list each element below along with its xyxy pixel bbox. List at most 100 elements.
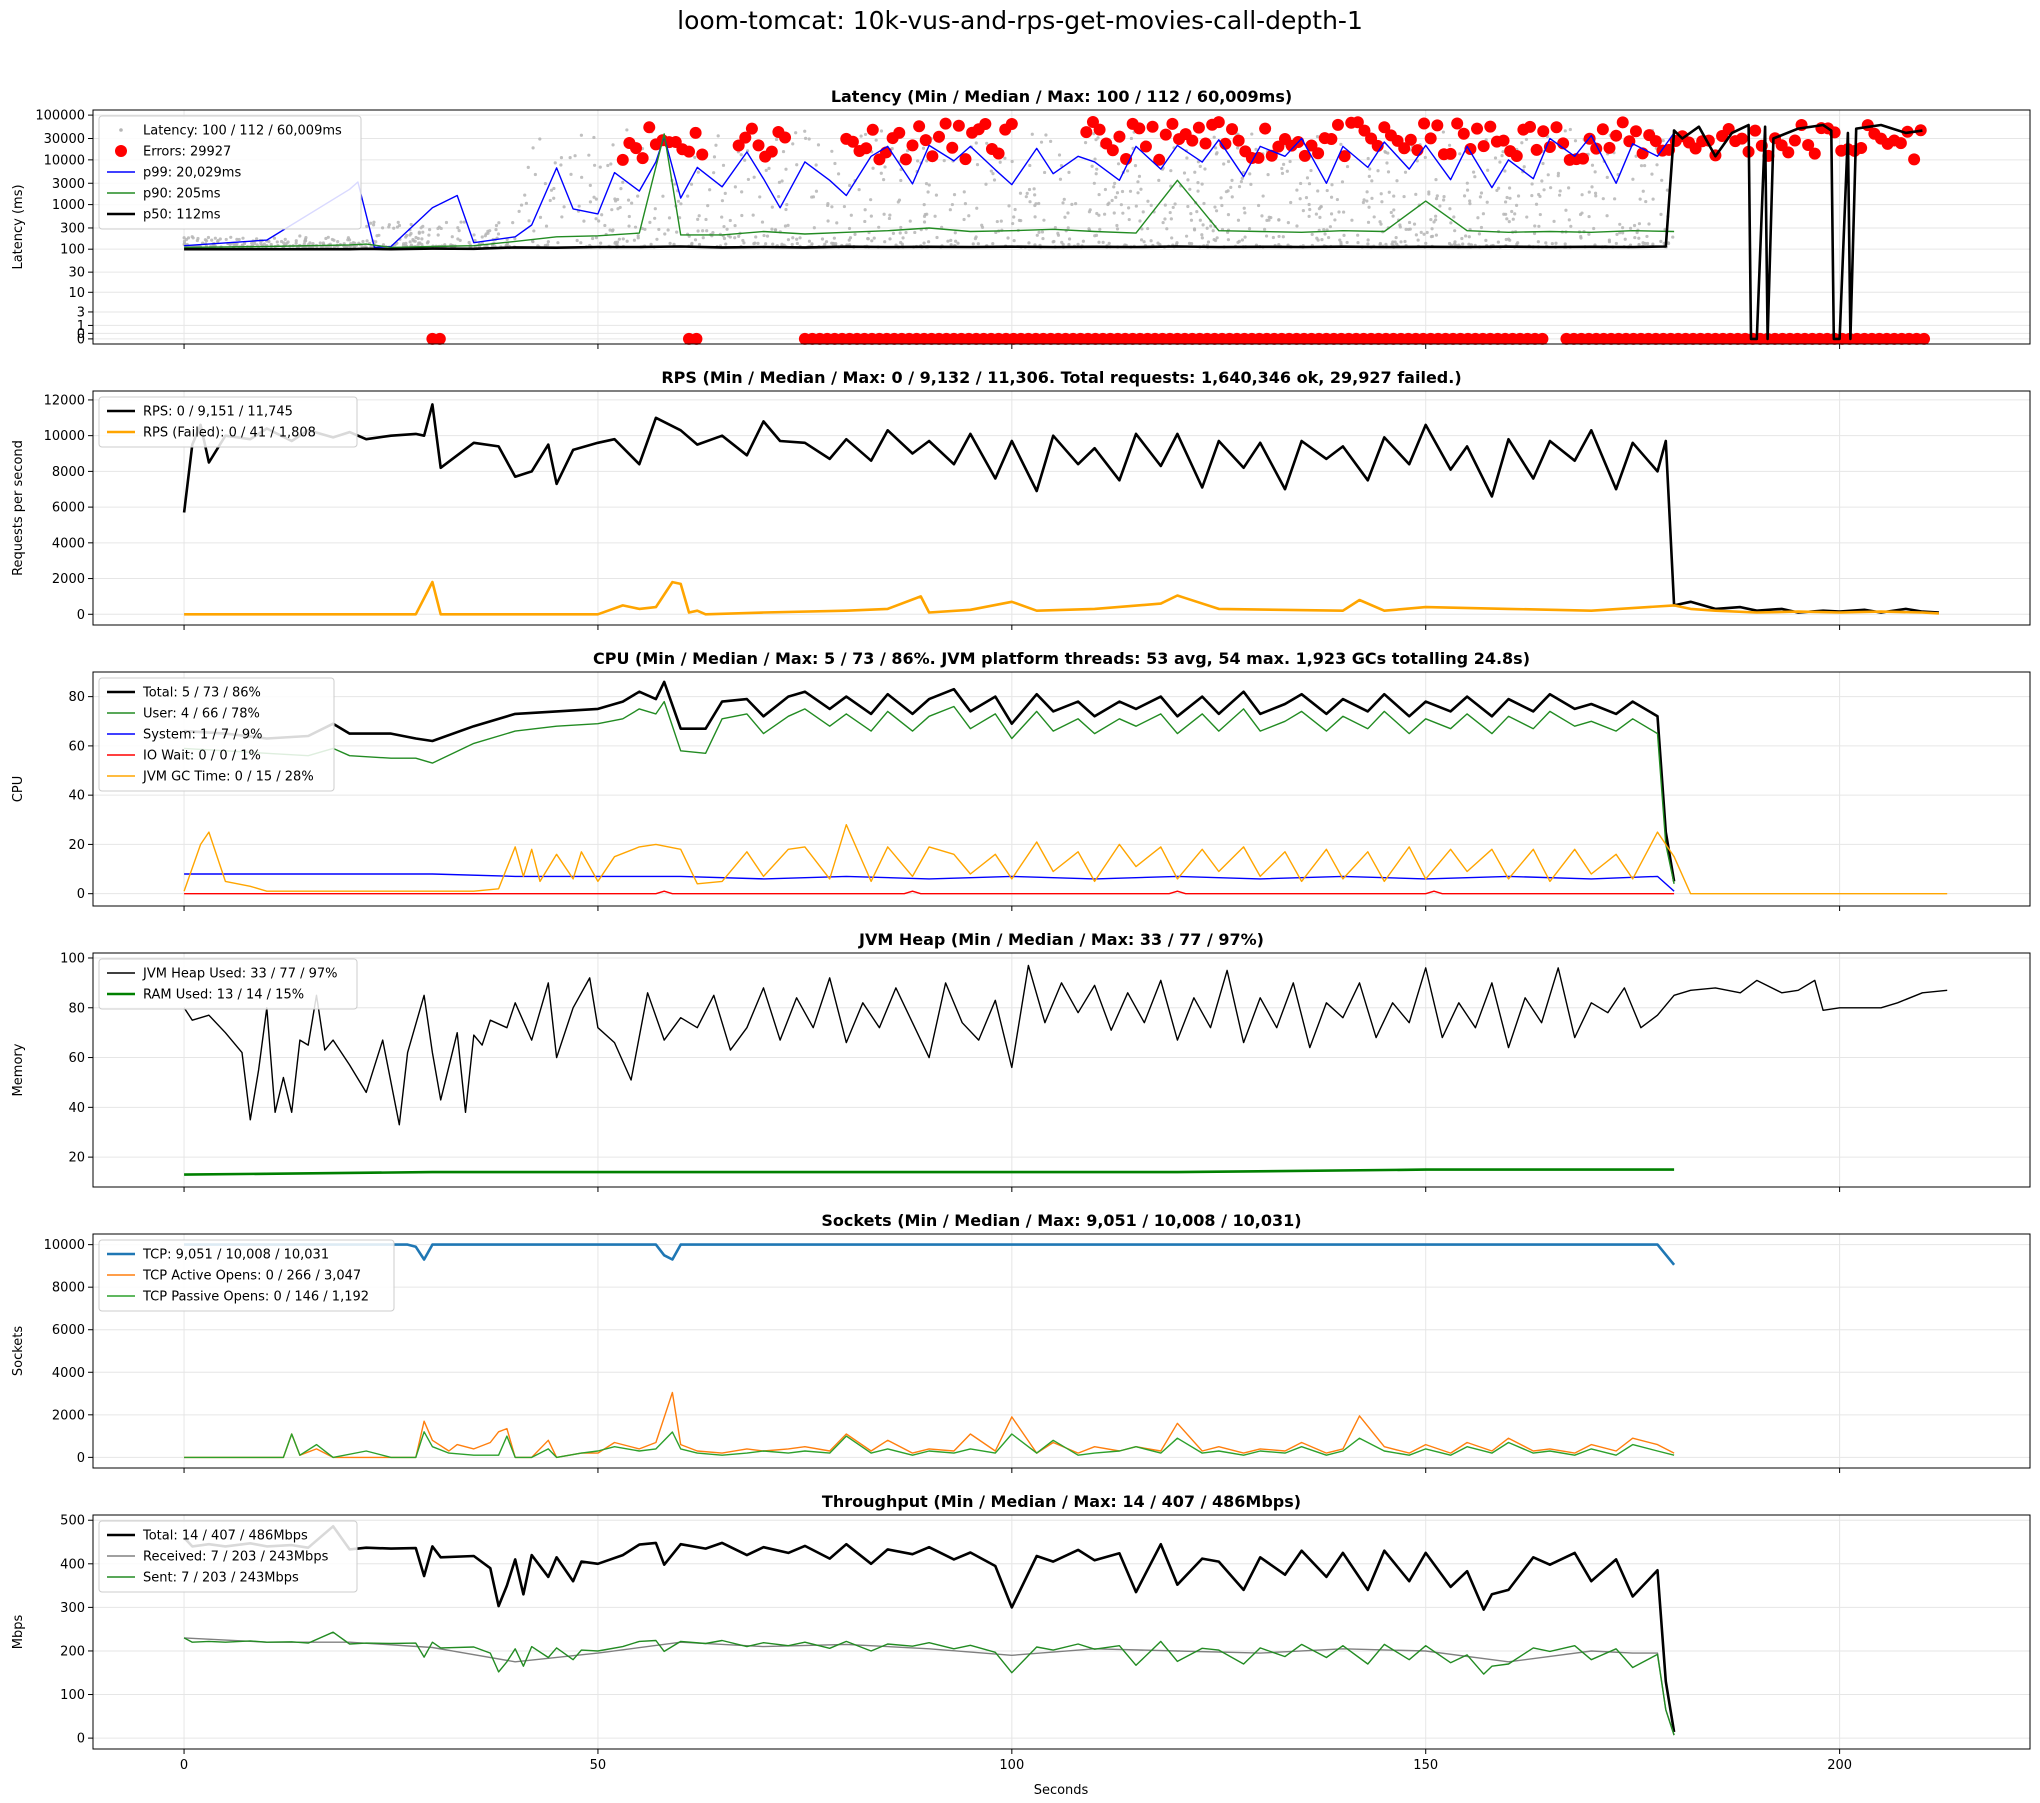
legend-label: TCP Passive Opens: 0 / 146 / 1,192 bbox=[142, 1290, 369, 1305]
latency-point bbox=[1366, 238, 1370, 242]
error-marker bbox=[1418, 117, 1431, 130]
latency-point bbox=[1370, 196, 1374, 200]
latency-point bbox=[824, 240, 829, 244]
latency-point bbox=[636, 194, 640, 198]
latency-point bbox=[594, 236, 599, 240]
latency-point bbox=[1541, 161, 1545, 166]
latency-point bbox=[764, 168, 768, 172]
latency-point bbox=[1434, 196, 1439, 201]
latency-point bbox=[1215, 236, 1219, 240]
latency-point bbox=[1264, 234, 1269, 238]
latency-point bbox=[794, 131, 798, 135]
latency-point bbox=[1593, 170, 1597, 174]
latency-point bbox=[1432, 220, 1436, 224]
latency-point bbox=[552, 196, 556, 200]
y-tick-label: 10000 bbox=[44, 429, 85, 444]
latency-point bbox=[1305, 176, 1310, 180]
latency-point bbox=[773, 228, 778, 232]
latency-point bbox=[1248, 172, 1252, 176]
latency-point bbox=[1468, 202, 1472, 206]
latency-point bbox=[1280, 171, 1285, 175]
latency-point bbox=[1263, 227, 1267, 231]
latency-point bbox=[486, 229, 490, 233]
latency-point bbox=[949, 243, 953, 247]
latency-point bbox=[405, 233, 409, 238]
latency-point bbox=[1486, 168, 1490, 172]
latency-point bbox=[1115, 223, 1119, 228]
error-marker bbox=[616, 153, 629, 166]
error-marker bbox=[1146, 120, 1159, 133]
latency-point bbox=[1621, 231, 1625, 235]
latency-point bbox=[1546, 173, 1550, 177]
latency-point bbox=[1601, 197, 1605, 201]
latency-point bbox=[849, 213, 853, 217]
latency-point bbox=[847, 238, 851, 242]
latency-point bbox=[1379, 222, 1383, 226]
latency-point bbox=[752, 175, 756, 179]
panel-title: Throughput (Min / Median / Max: 14 / 407… bbox=[822, 1492, 1301, 1511]
latency-point bbox=[1165, 227, 1169, 231]
latency-point bbox=[1112, 211, 1116, 215]
latency-point bbox=[1066, 226, 1070, 230]
error-marker bbox=[919, 134, 932, 147]
error-marker bbox=[1106, 144, 1119, 157]
latency-point bbox=[1012, 215, 1016, 219]
latency-point bbox=[283, 237, 287, 242]
latency-point bbox=[1010, 159, 1014, 164]
latency-point bbox=[1136, 191, 1140, 195]
latency-point bbox=[1502, 212, 1506, 216]
latency-point bbox=[857, 187, 861, 192]
latency-point bbox=[594, 197, 598, 201]
error-marker bbox=[1199, 137, 1212, 150]
latency-point bbox=[511, 220, 515, 225]
latency-point bbox=[847, 226, 852, 231]
y-tick-label: 30 bbox=[68, 266, 85, 281]
latency-point bbox=[267, 239, 271, 244]
panel-title: Latency (Min / Median / Max: 100 / 112 /… bbox=[831, 87, 1292, 106]
latency-point bbox=[1061, 201, 1065, 205]
latency-point bbox=[725, 227, 729, 231]
latency-point bbox=[872, 236, 876, 240]
error-marker bbox=[1782, 146, 1795, 159]
latency-point bbox=[1587, 190, 1591, 194]
latency-point bbox=[954, 239, 958, 243]
latency-point bbox=[559, 156, 564, 160]
latency-point bbox=[1121, 211, 1125, 215]
y-tick-label: 1 bbox=[77, 319, 85, 334]
series-line-system bbox=[184, 873, 1675, 892]
error-marker bbox=[880, 146, 893, 159]
latency-point bbox=[598, 165, 602, 169]
latency-point bbox=[580, 175, 584, 179]
latency-point bbox=[1638, 197, 1642, 201]
error-marker bbox=[1259, 122, 1272, 135]
latency-point bbox=[916, 159, 920, 163]
latency-point bbox=[255, 237, 259, 241]
error-marker bbox=[636, 152, 649, 165]
latency-point bbox=[1661, 138, 1665, 143]
error-marker bbox=[1610, 129, 1623, 142]
latency-point bbox=[992, 178, 997, 182]
latency-point bbox=[1094, 137, 1098, 142]
latency-point bbox=[742, 241, 746, 245]
series-line-tcp-active-opens bbox=[184, 1391, 1675, 1459]
latency-point bbox=[807, 137, 811, 141]
latency-point bbox=[1618, 222, 1622, 226]
latency-point bbox=[294, 239, 298, 243]
latency-point bbox=[1214, 146, 1218, 150]
latency-point bbox=[1493, 156, 1498, 160]
series-line-user bbox=[184, 700, 1675, 884]
latency-point bbox=[940, 225, 944, 229]
latency-point bbox=[673, 182, 677, 186]
latency-point bbox=[1116, 162, 1121, 166]
latency-point bbox=[1304, 196, 1309, 200]
latency-point bbox=[1639, 164, 1644, 168]
latency-point bbox=[1240, 238, 1245, 242]
latency-point bbox=[409, 222, 413, 227]
latency-point bbox=[1563, 129, 1567, 133]
latency-point bbox=[1033, 215, 1037, 219]
latency-point bbox=[427, 233, 431, 237]
error-marker bbox=[689, 126, 702, 139]
latency-point bbox=[458, 238, 462, 243]
latency-point bbox=[1127, 206, 1131, 210]
latency-point bbox=[494, 223, 499, 228]
